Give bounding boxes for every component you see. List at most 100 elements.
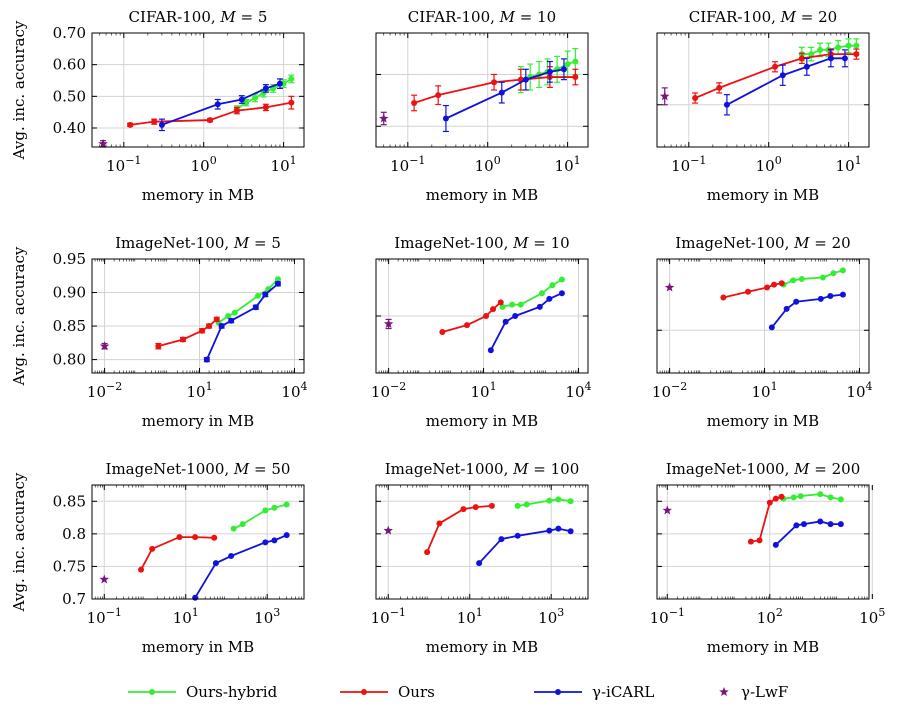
data-point bbox=[523, 501, 530, 508]
data-point bbox=[771, 281, 778, 288]
plot-frame bbox=[656, 258, 870, 374]
data-point bbox=[228, 553, 235, 560]
data-point bbox=[839, 267, 846, 274]
panel-title: ImageNet-1000, M = 100 bbox=[385, 460, 580, 478]
data-point bbox=[476, 560, 483, 567]
data-point bbox=[276, 80, 283, 87]
data-point bbox=[243, 99, 250, 106]
series-gamma-icarl bbox=[723, 49, 848, 116]
data-point bbox=[460, 506, 467, 513]
x-tick-label: 101 bbox=[470, 380, 496, 401]
y-axis-label: Avg. inc. accuracy bbox=[10, 472, 28, 612]
data-point bbox=[800, 521, 807, 528]
legend-item-gamma-lwf: γ-LwF bbox=[719, 683, 788, 701]
x-tick-label: 102 bbox=[757, 606, 783, 627]
y-tick-label: 0.80 bbox=[53, 351, 86, 369]
series-ours-hybrid bbox=[780, 491, 844, 503]
x-tick-label: 101 bbox=[186, 380, 212, 401]
series-ours bbox=[439, 299, 504, 335]
y-axis-label: Avg. inc. accuracy bbox=[10, 246, 28, 386]
series-ours bbox=[692, 48, 860, 104]
series-line bbox=[771, 293, 844, 328]
data-point bbox=[218, 323, 225, 330]
data-point bbox=[411, 99, 418, 106]
data-point bbox=[436, 520, 443, 527]
data-point bbox=[211, 534, 218, 541]
legend-label: Ours bbox=[398, 683, 435, 701]
data-point bbox=[835, 44, 842, 51]
series-ours bbox=[411, 66, 579, 112]
data-point bbox=[778, 493, 785, 500]
series-gamma-icarl bbox=[768, 291, 846, 331]
data-point bbox=[839, 291, 846, 298]
legend-swatch-marker bbox=[361, 689, 367, 695]
data-point bbox=[817, 46, 824, 53]
data-point bbox=[288, 75, 295, 82]
y-tick-label: 0.7 bbox=[62, 590, 86, 608]
data-point bbox=[558, 276, 565, 283]
legend-swatch-marker bbox=[149, 689, 155, 695]
panel-9: 10−1 102 105 ImageNet-1000, M = 200 memory i… bbox=[650, 460, 886, 656]
data-point bbox=[514, 532, 521, 539]
series-line bbox=[140, 536, 215, 571]
series-ours-hybrid bbox=[780, 267, 846, 288]
data-point bbox=[214, 101, 221, 108]
x-tick-label: 10−2 bbox=[371, 380, 406, 401]
plot-frame bbox=[656, 32, 870, 148]
data-point bbox=[231, 309, 238, 316]
data-point bbox=[439, 328, 446, 335]
y-tick-label: 0.75 bbox=[53, 557, 86, 575]
data-point bbox=[772, 63, 779, 70]
data-point bbox=[487, 347, 494, 354]
panel-1: 10−1 100 101 0.40 0.50 0.60 0.70 CIFAR-100, M =… bbox=[10, 8, 305, 204]
series-ours bbox=[747, 493, 785, 545]
plot-frame bbox=[91, 484, 305, 600]
data-point bbox=[483, 313, 490, 319]
x-tick-label: 101 bbox=[271, 154, 297, 175]
data-point bbox=[499, 303, 506, 310]
x-axis-label: memory in MB bbox=[707, 412, 819, 430]
data-point bbox=[497, 299, 504, 306]
data-point bbox=[546, 295, 553, 302]
series-ours bbox=[720, 280, 785, 301]
data-point bbox=[225, 313, 232, 319]
plot-frame bbox=[91, 32, 305, 148]
data-point bbox=[549, 282, 556, 289]
panel-2: 10−1 100 101 CIFAR-100, M = 10 memory in MB bbox=[375, 8, 589, 204]
data-point bbox=[827, 494, 834, 501]
data-point bbox=[772, 495, 779, 502]
data-point bbox=[127, 121, 134, 128]
plot-frame bbox=[375, 32, 589, 148]
x-tick-label: 10−2 bbox=[87, 380, 122, 401]
data-point bbox=[692, 95, 699, 102]
data-point bbox=[817, 295, 824, 302]
panel-5: 10−2 101 104 ImageNet-100, M = 10 memory in … bbox=[371, 234, 592, 430]
data-point bbox=[841, 55, 848, 62]
series-gamma-icarl bbox=[158, 78, 283, 132]
data-point bbox=[435, 92, 442, 99]
data-point bbox=[274, 276, 281, 283]
series-line bbox=[726, 57, 845, 106]
x-axis-label: memory in MB bbox=[707, 186, 819, 204]
y-tick-label: 0.50 bbox=[53, 87, 86, 105]
panel-4: 10−2 101 104 0.80 0.85 0.90 0.95 ImageNet-100, … bbox=[10, 234, 308, 430]
series-gamma-lwf bbox=[662, 505, 673, 515]
panel-8: 10−1 101 103 ImageNet-1000, M = 100 memory i… bbox=[371, 460, 589, 656]
x-tick-label: 101 bbox=[751, 380, 777, 401]
data-point bbox=[572, 58, 579, 65]
data-point bbox=[536, 303, 543, 310]
series-gamma-lwf bbox=[383, 318, 394, 330]
panel-title: ImageNet-100, M = 10 bbox=[394, 234, 569, 252]
y-tick-label: 0.95 bbox=[53, 250, 86, 268]
series-line bbox=[426, 504, 492, 553]
data-point bbox=[716, 84, 723, 91]
data-point bbox=[424, 549, 431, 556]
legend-label: γ-LwF bbox=[741, 683, 788, 701]
series-line bbox=[161, 82, 281, 126]
data-point bbox=[509, 301, 516, 308]
series-ours-hybrid bbox=[514, 496, 574, 509]
panel-title: ImageNet-100, M = 20 bbox=[675, 234, 850, 252]
data-point bbox=[720, 294, 727, 301]
x-tick-label: 103 bbox=[538, 606, 564, 627]
series-line bbox=[750, 495, 782, 543]
